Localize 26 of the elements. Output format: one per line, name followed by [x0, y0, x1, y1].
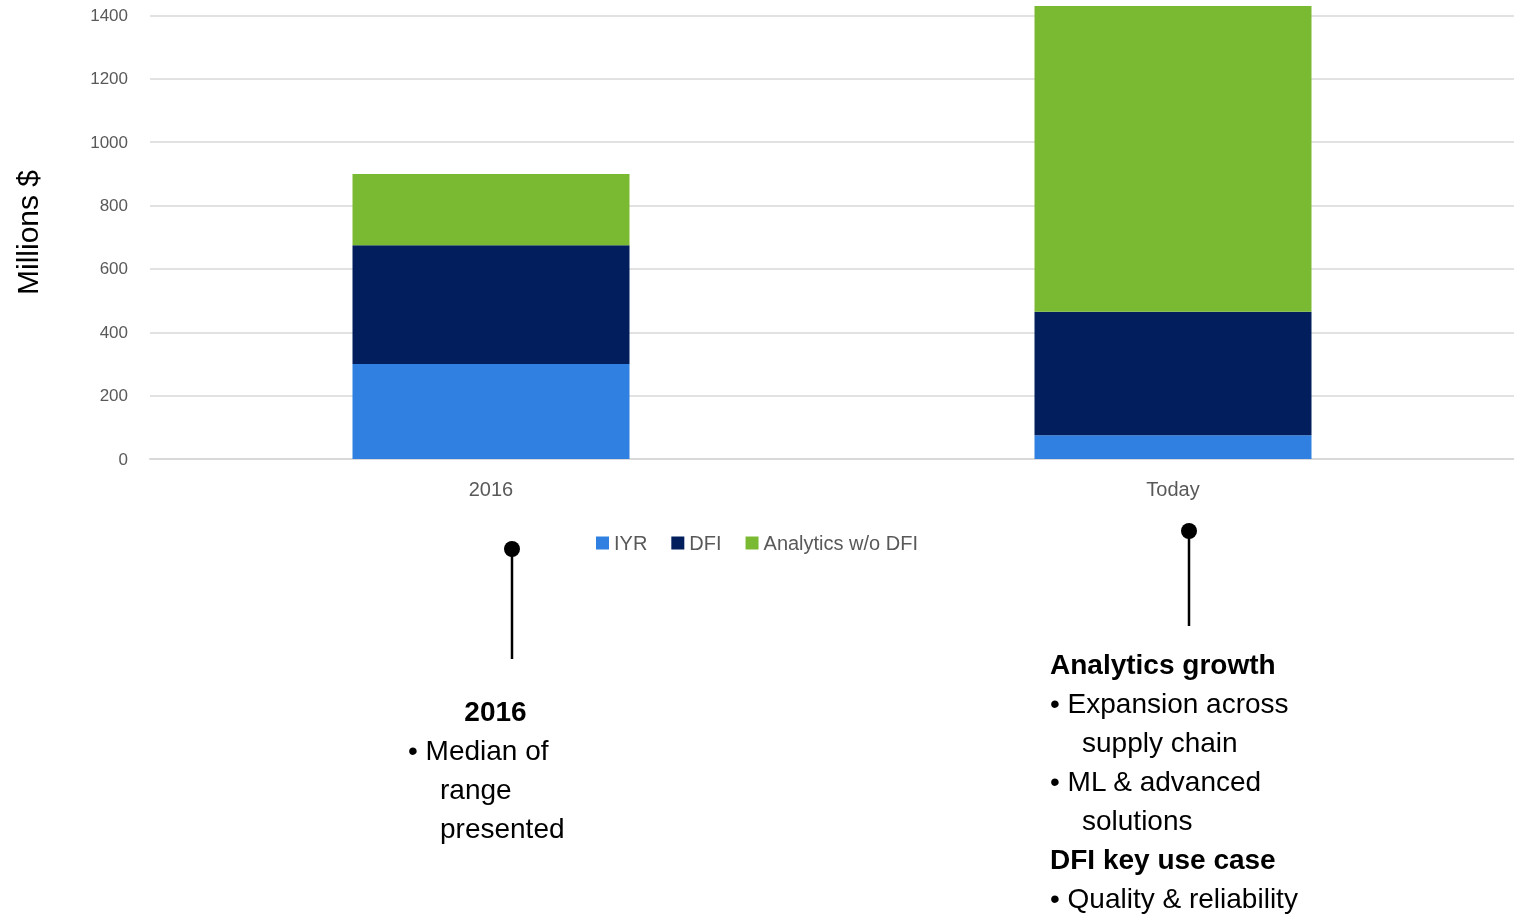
text: 2016 — [463, 695, 528, 729]
bar — [352, 173, 630, 246]
bar — [352, 363, 630, 459]
text: • Median of range presented — [408, 734, 566, 846]
legend-label: Analytics w/o DFI — [763, 532, 919, 554]
y-tick-label: 600 — [99, 259, 128, 279]
y-axis-title: Millions $ — [10, 169, 44, 296]
bar — [1034, 6, 1312, 312]
text: Analytics growth — [1050, 648, 1277, 682]
y-tick-label: 1400 — [90, 6, 128, 25]
legend-label: DFI — [689, 532, 722, 554]
y-tick-label: 200 — [99, 386, 128, 406]
y-tick-label: 800 — [99, 196, 128, 216]
text: • ML & advanced solutions — [1050, 765, 1263, 838]
y-tick-label: 1200 — [90, 69, 128, 89]
y-tick-label: 0 — [118, 449, 128, 469]
text: DFI key use case — [1050, 843, 1277, 877]
text: • Expansion across supply chain — [1050, 687, 1290, 760]
bar — [352, 245, 630, 364]
bar — [1034, 435, 1312, 459]
legend-label: IYR — [613, 532, 648, 554]
bar — [1034, 311, 1312, 436]
y-tick-label: 400 — [99, 322, 128, 342]
y-tick-label: 1000 — [90, 132, 128, 152]
x-tick-label: Today — [1146, 478, 1200, 500]
text: • Quality & reliability — [1050, 882, 1299, 916]
